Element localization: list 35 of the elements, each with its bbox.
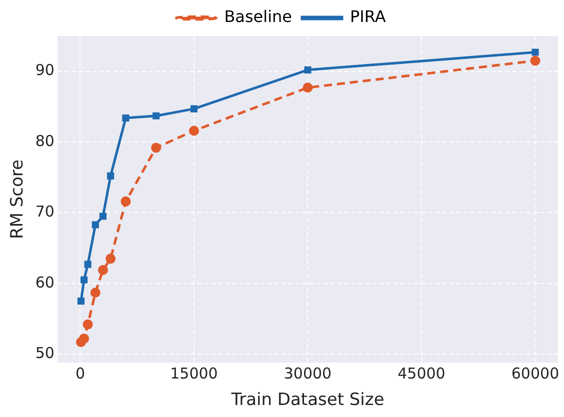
- y-tick-label: 90: [35, 61, 54, 80]
- point: [120, 196, 131, 206]
- x-tick-label: 45000: [398, 364, 446, 382]
- legend-label: Baseline: [224, 7, 292, 26]
- point: [188, 126, 199, 136]
- point: [77, 298, 85, 305]
- point: [80, 276, 88, 284]
- y-tick-label: 50: [35, 344, 54, 362]
- point: [98, 264, 108, 275]
- point: [304, 66, 312, 74]
- x-tick-label: 15000: [170, 364, 218, 382]
- point: [122, 114, 130, 122]
- legend-label: PIRA: [350, 7, 386, 26]
- x-tick-label: 0: [75, 364, 86, 382]
- point: [84, 260, 92, 268]
- x-tick-label: 60000: [511, 364, 560, 382]
- point: [106, 254, 116, 264]
- point: [190, 105, 198, 112]
- point: [90, 288, 100, 298]
- y-tick-label: 70: [35, 202, 54, 221]
- point: [107, 172, 114, 180]
- point: [530, 56, 540, 66]
- point: [532, 48, 539, 56]
- y-tick-label: 60: [35, 273, 54, 292]
- point: [99, 212, 107, 220]
- point: [92, 221, 99, 228]
- point: [79, 334, 90, 344]
- y-tick-label: 80: [35, 132, 54, 150]
- x-tick-label: 30000: [284, 364, 332, 382]
- x-axis-title: Train Dataset Size: [230, 390, 384, 410]
- point: [152, 112, 160, 120]
- point: [82, 319, 93, 330]
- y-axis-title: RM Score: [8, 160, 28, 240]
- point: [302, 82, 313, 93]
- point: [151, 142, 162, 153]
